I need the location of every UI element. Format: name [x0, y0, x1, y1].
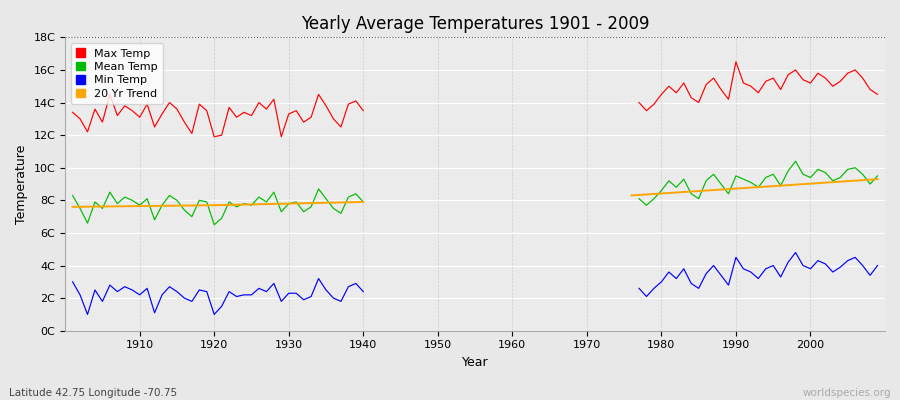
X-axis label: Year: Year: [462, 356, 489, 369]
Title: Yearly Average Temperatures 1901 - 2009: Yearly Average Temperatures 1901 - 2009: [301, 15, 649, 33]
Y-axis label: Temperature: Temperature: [15, 144, 28, 224]
Legend: Max Temp, Mean Temp, Min Temp, 20 Yr Trend: Max Temp, Mean Temp, Min Temp, 20 Yr Tre…: [71, 43, 163, 104]
Text: worldspecies.org: worldspecies.org: [803, 388, 891, 398]
Text: Latitude 42.75 Longitude -70.75: Latitude 42.75 Longitude -70.75: [9, 388, 177, 398]
